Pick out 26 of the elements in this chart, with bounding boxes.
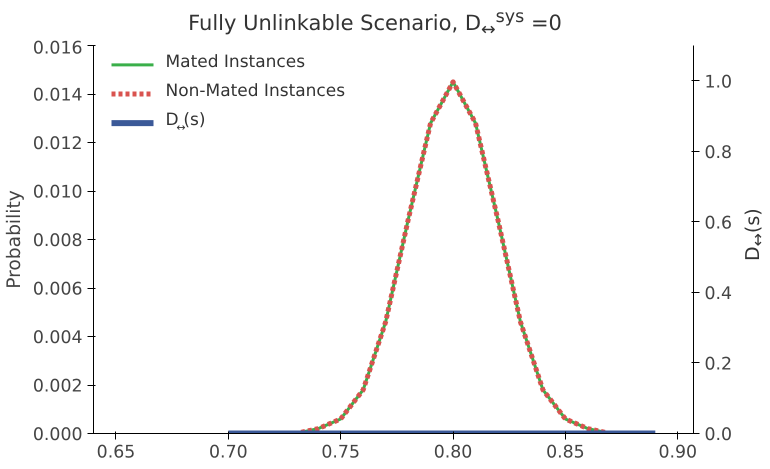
y-tick-label: 0.010 [32, 182, 83, 202]
legend-label: Mated Instances [166, 52, 306, 72]
y2-tick-label: 0.2 [704, 354, 732, 374]
y-tick-label: 0.014 [32, 86, 83, 106]
y-tick-label: 0.016 [32, 38, 83, 58]
y-axis-title: Probability [4, 190, 25, 289]
x-tick-label: 0.80 [434, 442, 472, 462]
y2-tick-label: 0.6 [704, 213, 732, 234]
y2-tick-label: 0.8 [704, 142, 732, 163]
y2-tick-label: 0.4 [704, 284, 732, 304]
y2-tick-label: 0.0 [704, 425, 732, 445]
x-tick-label: 0.70 [209, 442, 248, 462]
x-tick-label: 0.85 [546, 442, 585, 462]
x-tick-label: 0.75 [321, 442, 360, 462]
legend-label: D↔(s) [166, 110, 206, 134]
y-tick-label: 0.012 [32, 134, 83, 154]
x-tick-label: 0.90 [658, 442, 698, 462]
y-tick-label: 0.004 [32, 328, 83, 348]
y-tick-label: 0.006 [32, 280, 83, 300]
y-tick-label: 0.000 [32, 425, 83, 445]
legend-label: Non-Mated Instances [166, 81, 346, 101]
x-tick-label: 0.65 [96, 442, 136, 462]
y-tick-label: 0.008 [32, 231, 83, 251]
y2-tick-label: 1.0 [704, 72, 732, 92]
y-tick-label: 0.002 [32, 376, 83, 396]
chart-title: Fully Unlinkable Scenario, D$_{↔}$$^{sys}$ =0 [188, 6, 562, 42]
